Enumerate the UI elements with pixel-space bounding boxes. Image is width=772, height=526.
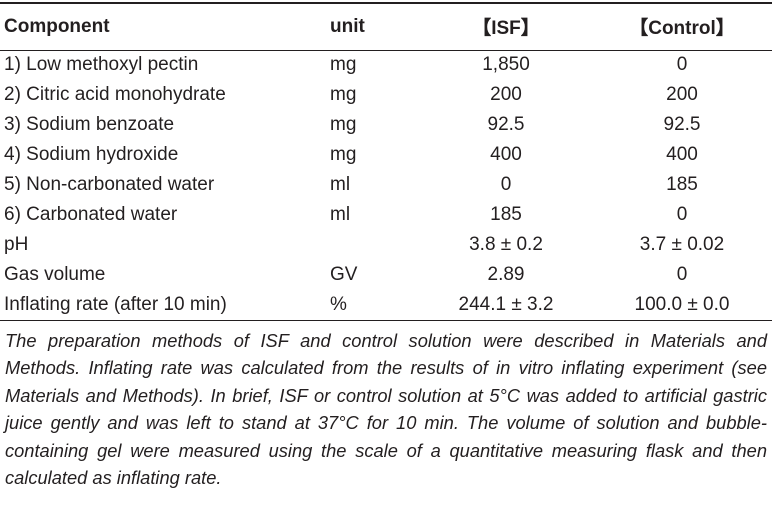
table-cell: 0 (676, 264, 688, 285)
table-cell: 4) Sodium hydroxide (4, 144, 179, 165)
header-row: Component unit 【ISF】 【Control】 (0, 3, 772, 50)
table-cell: 2) Citric acid monohydrate (4, 84, 226, 105)
table-cell: 3.7 ± 0.02 (639, 234, 725, 255)
table-cell: 92.5 (487, 114, 525, 135)
table-header: Component unit 【ISF】 【Control】 (0, 3, 772, 50)
header-cell: 【ISF】 (472, 18, 540, 40)
table-cell: 185 (666, 174, 698, 195)
table-row: 2) Citric acid monohydrate mg 200 200 (0, 80, 772, 110)
header-cell: 【Control】 (629, 18, 735, 40)
table-row: 4) Sodium hydroxide mg 400 400 (0, 140, 772, 170)
table-cell: 5) Non-carbonated water (4, 174, 215, 195)
table-cell: 100.0 ± 0.0 (634, 293, 730, 315)
table-body: 1) Low methoxyl pectin mg 1,850 0 2) Citric … (0, 50, 772, 320)
table-cell: ml (330, 174, 351, 195)
table-cell: 6) Carbonated water (4, 204, 178, 225)
table-cell: 0 (676, 54, 688, 76)
table-cell: 3.8 ± 0.2 (469, 234, 543, 255)
table-cell: ml (330, 204, 351, 225)
table-row: Inflating rate (after 10 min)% 244.1 ± 3.… (0, 290, 772, 320)
table-row: 1) Low methoxyl pectin mg 1,850 0 (0, 50, 772, 80)
table-cell: mg (330, 114, 357, 135)
table-cell: pH (4, 234, 29, 255)
data-table: Component unit 【ISF】 【Control】 1) Low metho… (0, 2, 772, 321)
table-cell: mg (330, 84, 357, 105)
table-cell: 200 (666, 84, 698, 105)
table-cell: 185 (490, 204, 522, 225)
table-cell: Gas volume (4, 264, 106, 285)
footnote: The preparation methods of ISF and contr… (5, 329, 767, 489)
table-cell: GV (330, 264, 358, 285)
table-cell (330, 230, 420, 260)
table-cell: 400 (490, 144, 522, 165)
table-row: 3) Sodium benzoate mg 92.5 92.5 (0, 110, 772, 140)
table-cell: 1) Low methoxyl pectin (4, 54, 199, 76)
table-cell: % (330, 293, 347, 315)
table-cell: 2.89 (487, 264, 525, 285)
table-row: 5) Non-carbonated water ml 0 185 (0, 170, 772, 200)
table-cell: 3) Sodium benzoate (4, 114, 175, 135)
table-cell: 244.1 ± 3.2 (458, 293, 554, 315)
table-row: Gas volume GV 2.89 0 (0, 260, 772, 290)
table-cell: 400 (666, 144, 698, 165)
table-row: 6) Carbonated water ml 185 0 (0, 200, 772, 230)
table-cell: 1,850 (482, 54, 530, 76)
table-cell: mg (330, 144, 357, 165)
table-cell: 200 (490, 84, 522, 105)
header-cell: unit (330, 15, 365, 37)
table-cell: mg (330, 54, 357, 76)
table-row: pH 3.8 ± 0.2 3.7 ± 0.02 (0, 230, 772, 260)
table-cell: Inflating rate (after 10 min) (4, 293, 227, 315)
table-cell: 0 (676, 204, 688, 225)
table-cell: 92.5 (663, 114, 701, 135)
header-cell: Component (4, 15, 110, 37)
table-cell: 0 (500, 174, 512, 195)
